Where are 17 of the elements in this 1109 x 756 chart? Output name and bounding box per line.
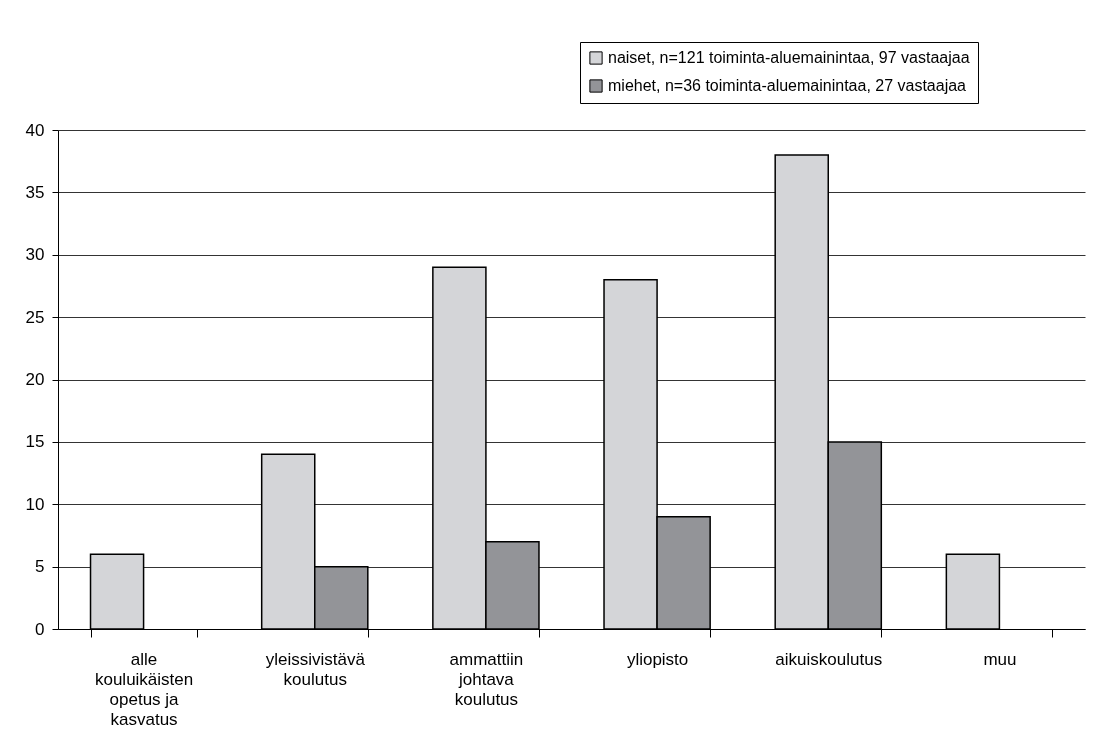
y-tick-label: 0 [35, 619, 45, 639]
x-tick-label: alle kouluikäisten opetus ja kasvatus [94, 649, 194, 729]
x-tick-label: yleissivistävä koulutus [265, 649, 366, 689]
x-tick-label: ammattiin johtava koulutus [449, 649, 524, 709]
y-tick-label: 20 [25, 370, 45, 389]
y-tick-label: 30 [25, 245, 45, 265]
x-tick-label: aikuiskoulutus [775, 649, 883, 669]
y-tick-label: 15 [25, 432, 45, 452]
y-tick-label: 40 [25, 120, 45, 140]
x-tick-label: yliopisto [626, 649, 689, 669]
y-tick-label: 25 [25, 307, 45, 327]
y-tick-label: 35 [25, 182, 45, 202]
legend-label: miehet, n=36 toiminta-aluemainintaa, 27 vastaajaa [608, 77, 967, 94]
legend-label: naiset, n=121 toiminta-aluemainintaa, 97 vastaajaa [608, 49, 970, 66]
y-tick-label: 10 [25, 494, 45, 514]
x-tick-label: muu [983, 649, 1017, 669]
y-tick-label: 5 [35, 557, 45, 577]
